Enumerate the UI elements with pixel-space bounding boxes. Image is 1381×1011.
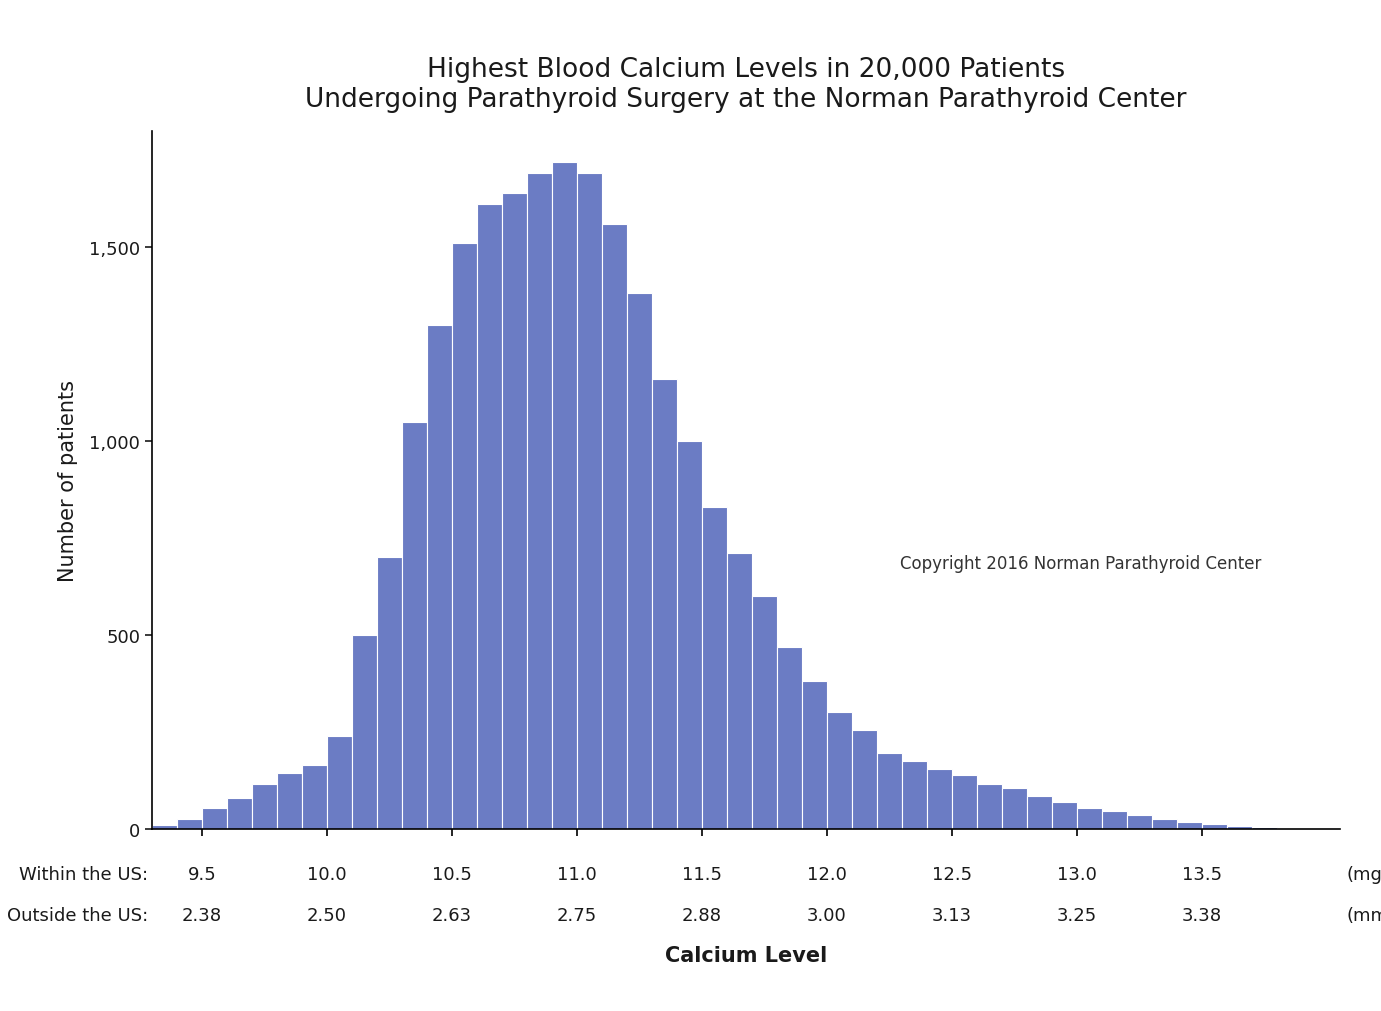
- Bar: [226, 798, 251, 829]
- Text: 11.0: 11.0: [557, 865, 597, 884]
- Bar: [1152, 819, 1177, 829]
- Text: 3.13: 3.13: [932, 906, 972, 924]
- Bar: [726, 554, 753, 829]
- Bar: [1201, 824, 1228, 829]
- Bar: [1102, 812, 1127, 829]
- Bar: [1003, 789, 1027, 829]
- Bar: [652, 379, 677, 829]
- Bar: [1027, 796, 1052, 829]
- Bar: [452, 244, 476, 829]
- Text: 2.50: 2.50: [307, 906, 347, 924]
- Bar: [1253, 827, 1277, 829]
- Bar: [402, 422, 427, 829]
- Bar: [753, 596, 778, 829]
- Text: 3.25: 3.25: [1056, 906, 1097, 924]
- Text: 11.5: 11.5: [682, 865, 722, 884]
- Text: (mmol/L): (mmol/L): [1346, 906, 1381, 924]
- Bar: [577, 174, 602, 829]
- Bar: [677, 442, 702, 829]
- Bar: [1277, 828, 1302, 829]
- Text: 2.38: 2.38: [182, 906, 222, 924]
- Bar: [927, 769, 952, 829]
- Bar: [251, 785, 278, 829]
- Text: 13.0: 13.0: [1056, 865, 1097, 884]
- Bar: [1052, 802, 1077, 829]
- Text: 9.5: 9.5: [188, 865, 217, 884]
- Bar: [802, 681, 827, 829]
- Bar: [278, 772, 302, 829]
- Title: Highest Blood Calcium Levels in 20,000 Patients
Undergoing Parathyroid Surgery a: Highest Blood Calcium Levels in 20,000 P…: [305, 57, 1186, 112]
- Bar: [528, 174, 552, 829]
- Bar: [827, 713, 852, 829]
- Bar: [501, 193, 528, 829]
- Bar: [1077, 808, 1102, 829]
- Text: Within the US:: Within the US:: [18, 865, 148, 884]
- Text: Copyright 2016 Norman Parathyroid Center: Copyright 2016 Norman Parathyroid Center: [900, 555, 1261, 573]
- Bar: [1228, 826, 1253, 829]
- Text: 10.0: 10.0: [307, 865, 347, 884]
- Text: (mg/dl): (mg/dl): [1346, 865, 1381, 884]
- Bar: [778, 647, 802, 829]
- Bar: [602, 224, 627, 829]
- Bar: [552, 163, 577, 829]
- Bar: [1177, 822, 1201, 829]
- Text: 2.88: 2.88: [682, 906, 722, 924]
- Bar: [427, 326, 452, 829]
- Bar: [976, 785, 1003, 829]
- Text: 3.00: 3.00: [807, 906, 847, 924]
- Bar: [377, 558, 402, 829]
- Bar: [302, 765, 327, 829]
- Text: 12.5: 12.5: [932, 865, 972, 884]
- Y-axis label: Number of patients: Number of patients: [58, 379, 77, 581]
- Text: Outside the US:: Outside the US:: [7, 906, 148, 924]
- Text: Calcium Level: Calcium Level: [664, 945, 827, 966]
- Bar: [1127, 816, 1152, 829]
- Bar: [202, 808, 226, 829]
- Bar: [877, 753, 902, 829]
- Bar: [952, 774, 976, 829]
- Text: 3.38: 3.38: [1182, 906, 1222, 924]
- Text: 13.5: 13.5: [1182, 865, 1222, 884]
- Bar: [177, 819, 202, 829]
- Bar: [702, 508, 726, 829]
- Bar: [327, 736, 352, 829]
- Bar: [352, 635, 377, 829]
- Text: 2.63: 2.63: [432, 906, 472, 924]
- Bar: [476, 205, 501, 829]
- Text: 2.75: 2.75: [557, 906, 597, 924]
- Bar: [627, 294, 652, 829]
- Text: 10.5: 10.5: [432, 865, 472, 884]
- Text: 12.0: 12.0: [807, 865, 847, 884]
- Bar: [902, 761, 927, 829]
- Bar: [852, 730, 877, 829]
- Bar: [152, 825, 177, 829]
